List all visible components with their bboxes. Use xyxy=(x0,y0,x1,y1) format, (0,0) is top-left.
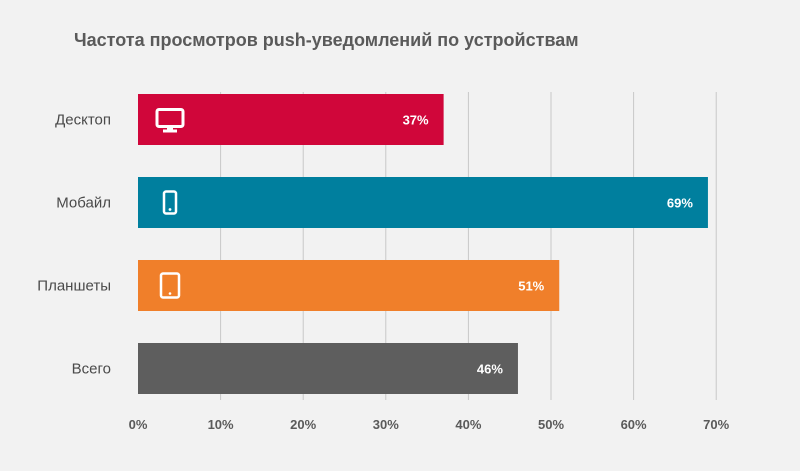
x-tick-label: 50% xyxy=(538,417,564,432)
desktop-icon xyxy=(155,108,185,133)
desktop-icon-stand xyxy=(167,126,173,131)
bar[interactable] xyxy=(138,260,560,311)
x-axis: 0% 10% 20% 30% 40% 50% 60% 70% xyxy=(129,417,730,432)
smartphone-icon-button xyxy=(168,208,172,211)
tablet-icon xyxy=(159,272,181,299)
category-label: Планшеты xyxy=(37,278,111,295)
x-tick-label: 30% xyxy=(373,417,399,432)
category-label: Всего xyxy=(72,361,111,378)
desktop-icon-base xyxy=(163,129,177,133)
data-label: 69% xyxy=(667,196,693,211)
tablet-icon-button xyxy=(168,292,172,295)
tablet-icon-body xyxy=(159,272,181,299)
x-tick-label: 10% xyxy=(208,417,234,432)
x-tick-label: 70% xyxy=(703,417,729,432)
bars: Десктоп 37% Мобайл 69% Планшеты 51% Всего 46% xyxy=(37,94,708,394)
data-label: 37% xyxy=(403,113,429,128)
smartphone-icon xyxy=(162,190,178,215)
category-label: Десктоп xyxy=(55,112,111,129)
bar[interactable] xyxy=(138,177,708,228)
bar[interactable] xyxy=(138,94,444,145)
bar[interactable] xyxy=(138,343,518,394)
x-tick-label: 0% xyxy=(129,417,148,432)
data-label: 46% xyxy=(477,362,503,377)
data-label: 51% xyxy=(518,279,544,294)
x-tick-label: 40% xyxy=(455,417,481,432)
x-tick-label: 60% xyxy=(621,417,647,432)
chart-title: Частота просмотров push-уведомлений по у… xyxy=(74,30,579,50)
smartphone-icon-body xyxy=(162,190,178,215)
x-tick-label: 20% xyxy=(290,417,316,432)
category-label: Мобайл xyxy=(56,195,111,212)
